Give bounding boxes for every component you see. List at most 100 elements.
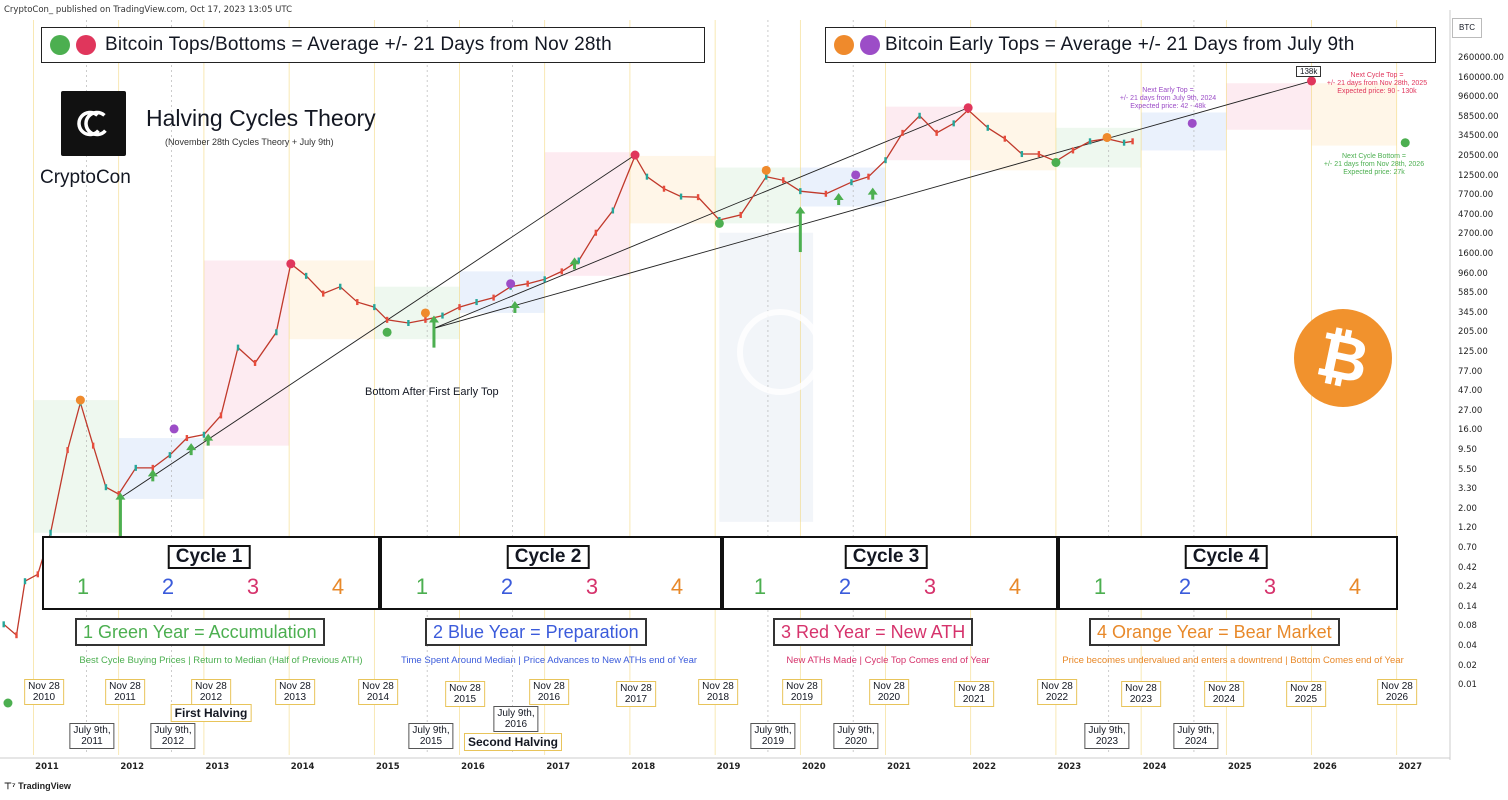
green-year-desc: Best Cycle Buying Prices | Return to Med… [79, 655, 363, 666]
cycle-year-number: 3 [1263, 574, 1277, 599]
purple-early-top-marker [851, 170, 861, 180]
year-tick-label: 2017 [546, 762, 571, 772]
price-tick-label: 960.00 [1458, 268, 1488, 279]
legend-early-tops: Bitcoin Early Tops = Average +/- 21 Days… [825, 27, 1436, 63]
year-tick-label: 2014 [290, 762, 315, 772]
theory-subtitle: (November 28th Cycles Theory + July 9th) [165, 137, 334, 147]
cycle-year-number: 3 [923, 574, 937, 599]
price-candle [36, 571, 39, 578]
nov28-date-label: Nov 28 2024 [1204, 681, 1244, 707]
next-cycle-bottom-note: Next Cycle Bottom = +/- 21 days from Nov … [1323, 153, 1425, 176]
legend-right-text: Bitcoin Early Tops = Average +/- 21 Days… [885, 34, 1355, 55]
jul9-date-label: July 9th, 2020 [833, 723, 879, 749]
red-year-desc: New ATHs Made | Cycle Top Comes end of Y… [786, 655, 990, 666]
price-tick-label: 58500.00 [1458, 111, 1499, 122]
price-candle [253, 359, 257, 366]
price-tick-label: 0.70 [1458, 543, 1477, 553]
nov28-date-label: Nov 28 2026 [1377, 679, 1417, 705]
green-arrow-icon [867, 187, 878, 195]
green-dot-icon [50, 35, 70, 55]
purple-early-top-marker [169, 424, 179, 434]
tradingview-label: TradingView [18, 781, 71, 791]
price-tick-label: 0.01 [1458, 680, 1477, 691]
nov28-date-label: Nov 28 2020 [869, 679, 909, 705]
green-arrow-icon [428, 315, 439, 323]
year-tick-label: 2016 [461, 762, 485, 772]
year-tick-label: 2012 [120, 762, 145, 772]
price-candle [594, 229, 598, 236]
price-candle [322, 290, 325, 297]
cryptocon-logo-icon [61, 91, 126, 156]
price-tick-label: 2.00 [1458, 503, 1477, 514]
year-tick-label: 2023 [1057, 762, 1082, 772]
cycle-year-number: 2 [161, 574, 175, 599]
year-shade-block [1311, 83, 1397, 146]
year-shade-block [1055, 127, 1142, 168]
blue-year-desc: Time Spent Around Median | Price Advance… [400, 655, 698, 666]
price-candle [526, 280, 529, 287]
price-tick-label: 77.00 [1458, 366, 1483, 377]
price-tick-label: 12500.00 [1458, 170, 1499, 181]
nov28-date-label: Nov 28 2015 [445, 681, 485, 707]
price-tick-label: 125.00 [1458, 347, 1488, 357]
bottom-after-early-top-label: Bottom After First Early Top [365, 386, 499, 398]
price-candle [739, 211, 742, 218]
price-candle [1088, 138, 1092, 145]
price-candle [1020, 151, 1024, 158]
price-candle [901, 129, 904, 136]
green-bottom-marker [714, 218, 724, 228]
price-candle [373, 304, 376, 311]
year-tick-label: 2026 [1313, 762, 1337, 772]
cycle-year-number: 2 [500, 574, 514, 599]
year-shade-block [719, 232, 814, 522]
nov28-date-label: Nov 28 2011 [105, 679, 145, 705]
green-bottom-marker [382, 327, 392, 337]
jul9-date-label: July 9th, 2011 [69, 723, 115, 749]
publish-info: CryptoCon_ published on TradingView.com,… [4, 5, 293, 15]
cycle-year-number: 4 [1348, 574, 1362, 599]
year-tick-label: 2019 [716, 762, 741, 772]
price-candle [611, 207, 615, 214]
price-tick-label: 0.02 [1458, 660, 1477, 671]
green-arrow-icon [833, 193, 844, 201]
cycle-year-number: 1 [753, 574, 767, 599]
price-tick-label: 96000.00 [1458, 92, 1499, 103]
purple-dot-icon [860, 35, 880, 55]
purple-early-top-marker [506, 279, 516, 289]
price-candle [696, 194, 700, 201]
red-top-marker [1307, 76, 1317, 86]
jul9-date-label: July 9th, 2024 [1173, 723, 1219, 749]
watermark-logo-icon [737, 309, 823, 395]
orange-early-top-marker [75, 395, 85, 405]
green-arrow-icon [509, 300, 520, 308]
price-candle [645, 173, 649, 180]
nov28-date-label: Nov 28 2018 [698, 679, 738, 705]
year-shade-block [33, 400, 119, 533]
price-candle [543, 276, 546, 283]
blue-year-label: 2 Blue Year = Preparation [425, 618, 647, 646]
price-candle [66, 447, 69, 454]
cycle-title: Cycle 1 [167, 545, 251, 569]
year-tick-label: 2013 [205, 762, 230, 772]
price-tick-label: 0.14 [1458, 601, 1477, 612]
price-candle [458, 304, 461, 311]
price-candle [356, 299, 359, 306]
legend-left-text: Bitcoin Tops/Bottoms = Average +/- 21 Da… [105, 34, 612, 55]
price-candle [117, 491, 120, 498]
price-candle [884, 157, 887, 164]
price-candle [560, 268, 563, 275]
orange-early-top-marker [1102, 132, 1112, 142]
cycle-year-number: 4 [670, 574, 684, 599]
trendline [118, 154, 636, 500]
price-candle [151, 464, 154, 471]
price-candle [475, 299, 478, 306]
price-candle [168, 452, 172, 459]
price-candle [1003, 135, 1006, 142]
price-candle [424, 316, 427, 323]
price-candle [185, 435, 189, 442]
price-candle [1037, 151, 1041, 158]
price-candle [15, 632, 18, 639]
cycle-year-number: 4 [331, 574, 345, 599]
nov28-date-label: Nov 28 2012 [191, 679, 231, 705]
year-shade-block [715, 167, 801, 224]
